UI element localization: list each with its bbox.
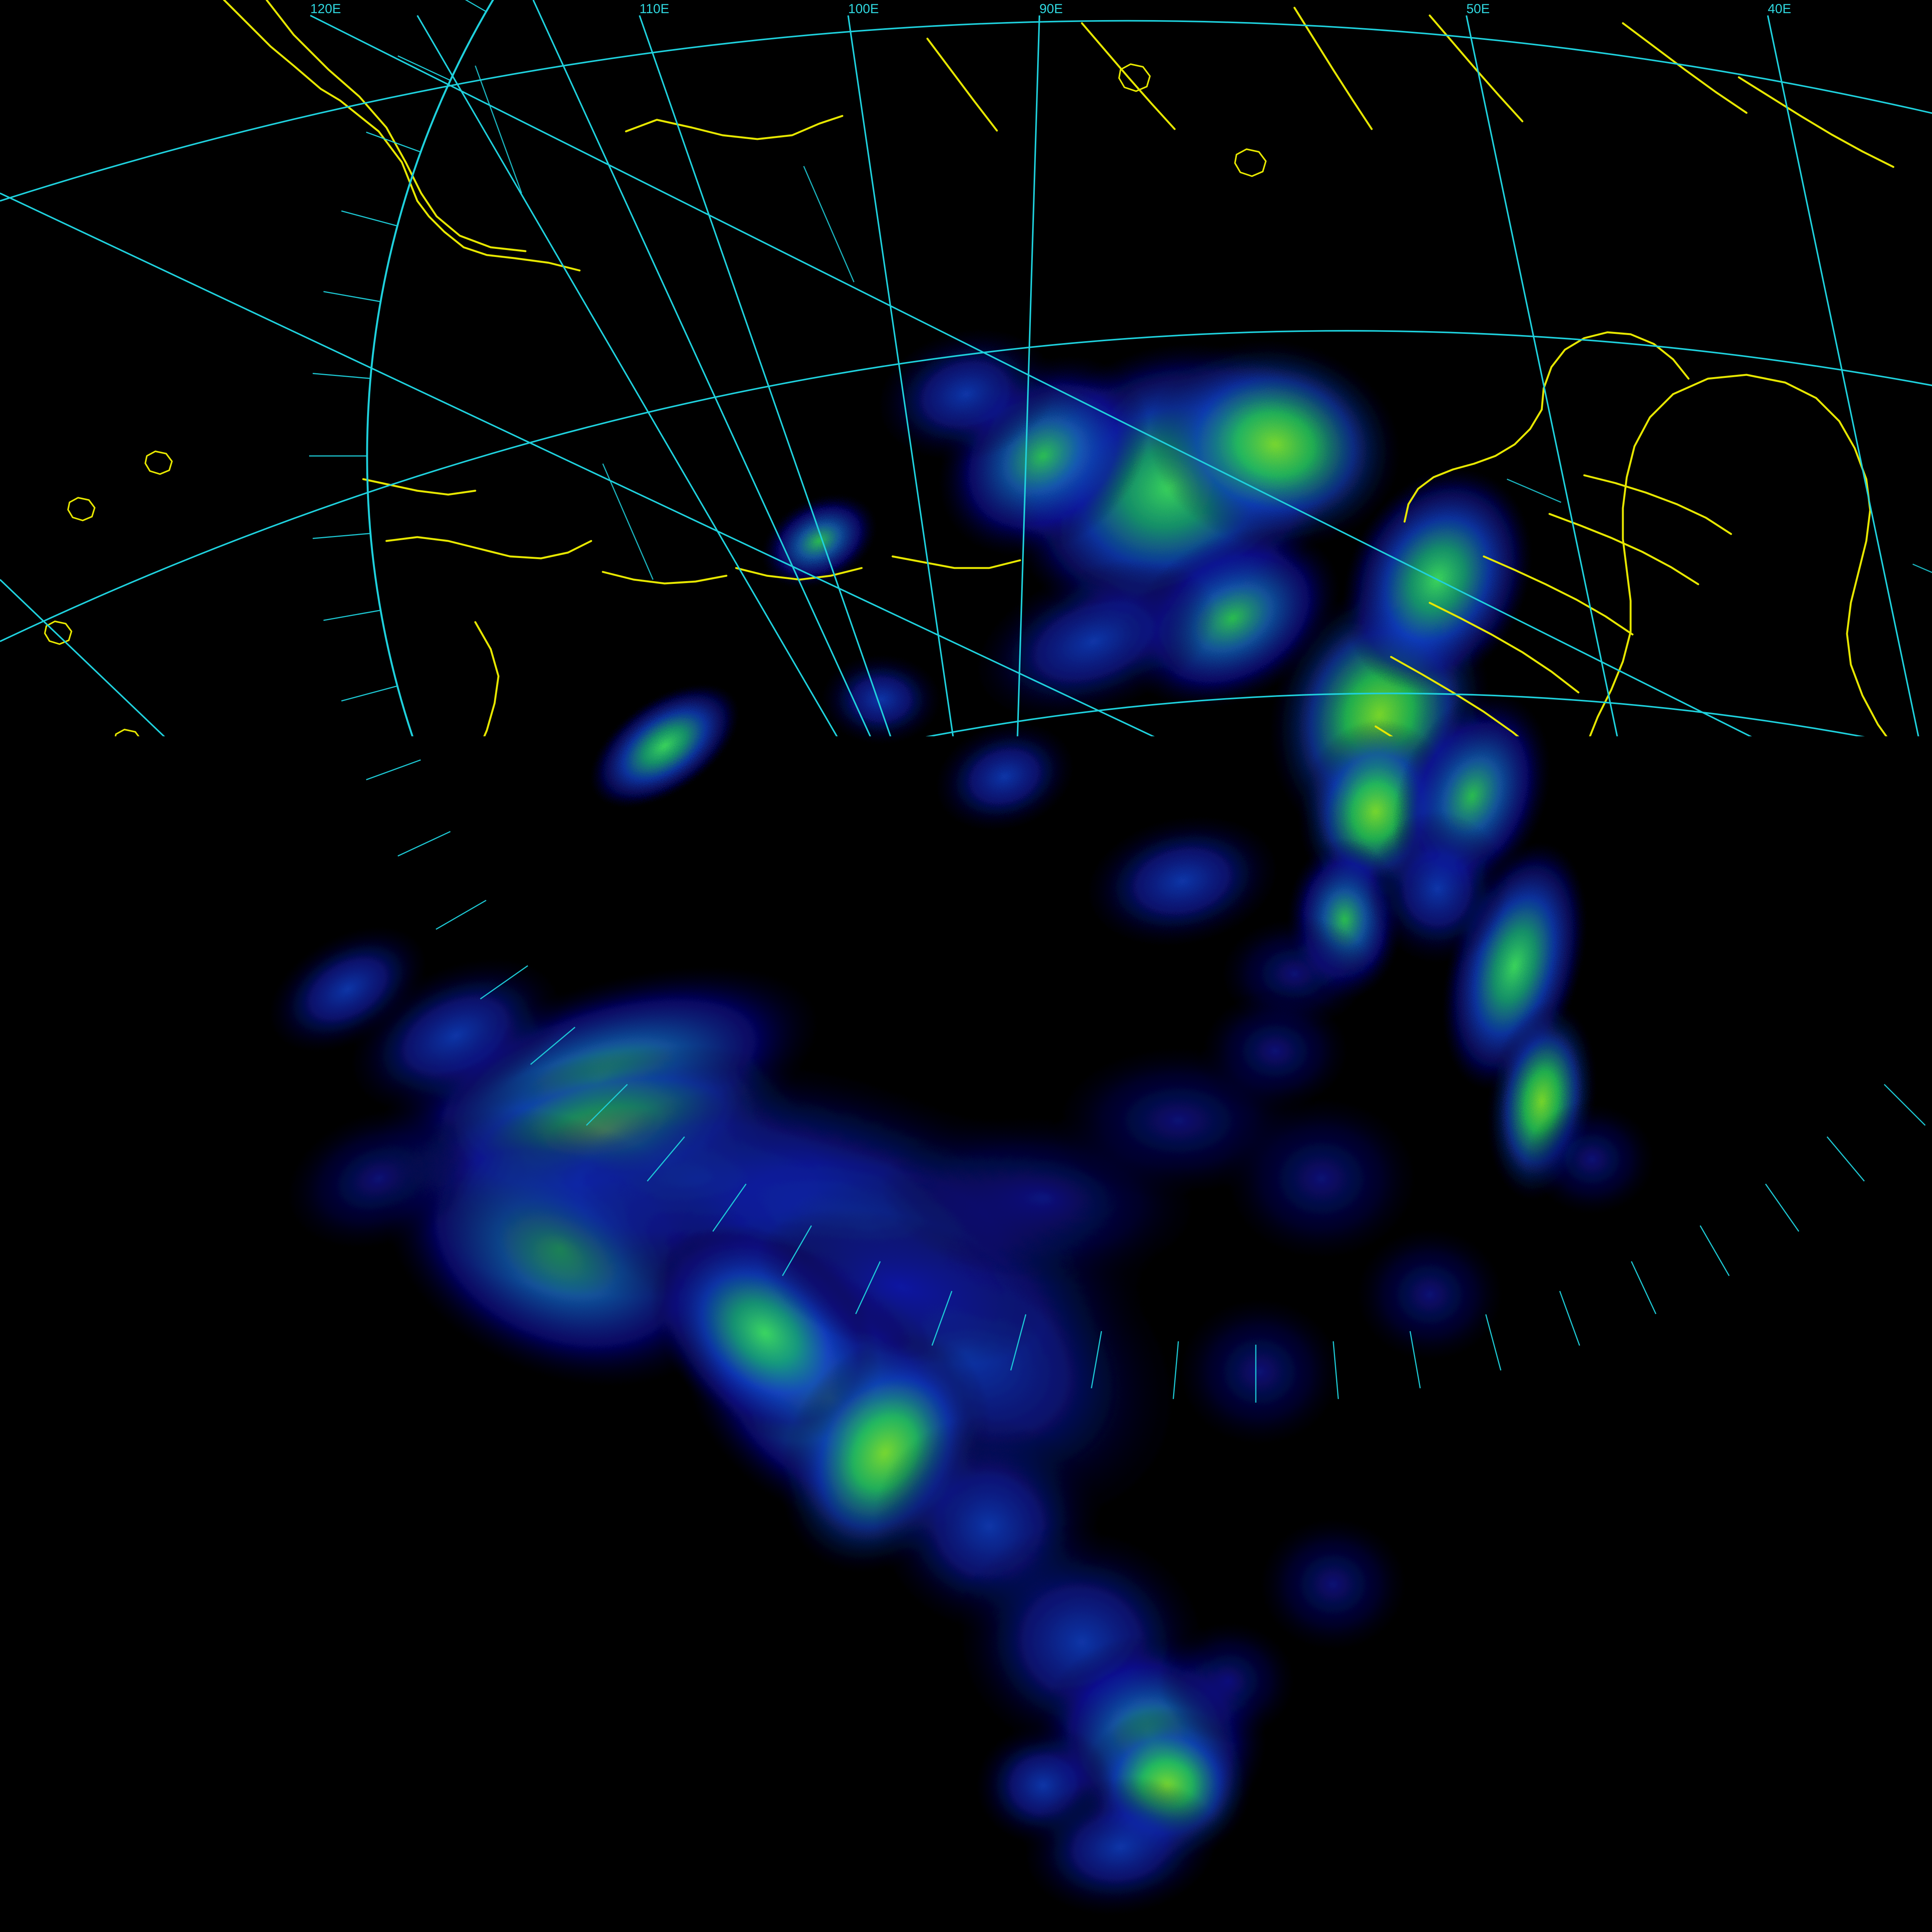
lon-label-40e: 40E (1768, 2, 1791, 16)
lon-label-100e: 100E (848, 2, 879, 16)
lon-label-90e: 90E (1039, 2, 1063, 16)
map-graphic: 120E 110E 100E 90E 50E 40E 30E 20W 150W … (0, 0, 1932, 1932)
satellite-image-canvas: 120E 110E 100E 90E 50E 40E 30E 20W 150W … (0, 0, 1932, 1932)
lon-label-120e: 120E (310, 2, 341, 16)
lon-label-110e: 110E (639, 2, 669, 16)
lon-label-50e: 50E (1466, 2, 1490, 16)
